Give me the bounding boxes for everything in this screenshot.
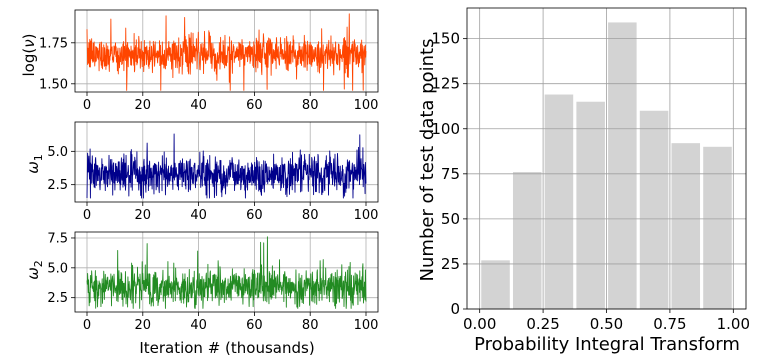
xtick-label: 0.25	[526, 315, 559, 333]
ytick-label: 125	[431, 75, 460, 93]
xtick-label: 0	[83, 318, 91, 333]
ytick-label: 5.0	[47, 145, 68, 160]
xtick-label: 20	[135, 208, 152, 223]
histogram-bar	[608, 22, 637, 310]
xtick-label: 0.00	[463, 315, 496, 333]
ytick-label: 7.5	[47, 231, 68, 246]
trace-panel-omega-2: ω2 Iteration # (thousands) 0 20 40 60 80 100 2…	[24, 231, 378, 357]
axes-frame	[74, 231, 379, 313]
xtick-label: 60	[246, 318, 263, 333]
xtick-label: 80	[302, 98, 319, 113]
histogram-panel: Number of test data points Probability I…	[417, 7, 750, 355]
ytick-label: 50	[441, 210, 460, 228]
xlabel-pit: Probability Integral Transform	[474, 334, 740, 355]
xtick-label: 0.75	[653, 315, 686, 333]
axes-frame	[466, 7, 747, 310]
xtick-label: 40	[190, 318, 207, 333]
axes-frame	[74, 9, 379, 93]
xtick-label: 1.00	[717, 315, 750, 333]
ytick-label: 2.5	[47, 178, 68, 193]
xtick-label: 40	[190, 98, 207, 113]
xtick-label: 20	[135, 318, 152, 333]
histogram-bar	[544, 94, 574, 309]
xtick-label: 100	[354, 318, 379, 333]
xtick-label: 60	[246, 98, 263, 113]
ytick-label: 150	[431, 30, 460, 48]
xtick-label: 60	[246, 208, 263, 223]
xtick-label: 20	[135, 98, 152, 113]
histogram-bar	[481, 260, 510, 309]
histogram-bar	[576, 101, 605, 309]
trace-panel-log-nu: log(ν) 0 20 40 60 80 100 1.50 1.75	[20, 9, 379, 113]
trace-line	[86, 13, 367, 91]
ytick-label: 1.75	[39, 36, 68, 51]
xlabel-iteration: Iteration # (thousands)	[139, 339, 314, 357]
ytick-label: 25	[441, 255, 460, 273]
ytick-label: 2.5	[47, 291, 68, 306]
ytick-label: 75	[441, 165, 460, 183]
xtick-label: 0.50	[590, 315, 623, 333]
ylabel-log-nu: log(ν)	[20, 34, 38, 77]
trace-line	[86, 133, 367, 199]
trace-panel-omega-1: ω1 0 20 40 60 80 100 2.5 5.0	[24, 121, 379, 223]
histogram-bar	[639, 110, 669, 309]
ytick-label: 100	[431, 120, 460, 138]
xtick-label: 100	[354, 208, 379, 223]
histogram-bar	[671, 143, 701, 309]
xtick-label: 0	[83, 208, 91, 223]
ylabel-omega-2: ω2	[24, 260, 45, 280]
ylabel-omega-1: ω1	[24, 154, 45, 174]
xtick-label: 100	[354, 98, 379, 113]
axes-frame	[74, 121, 379, 203]
histogram-bar	[512, 172, 542, 309]
xtick-label: 80	[302, 208, 319, 223]
xtick-label: 40	[190, 208, 207, 223]
ytick-label: 5.0	[47, 261, 68, 276]
ytick-label: 1.50	[39, 77, 68, 92]
histogram-bar	[703, 146, 732, 309]
ytick-label: 0	[450, 300, 460, 318]
trace-line	[86, 236, 367, 309]
xtick-label: 0	[83, 98, 91, 113]
xtick-label: 80	[302, 318, 319, 333]
ylabel-number-of-test-points: Number of test data points	[417, 39, 438, 282]
